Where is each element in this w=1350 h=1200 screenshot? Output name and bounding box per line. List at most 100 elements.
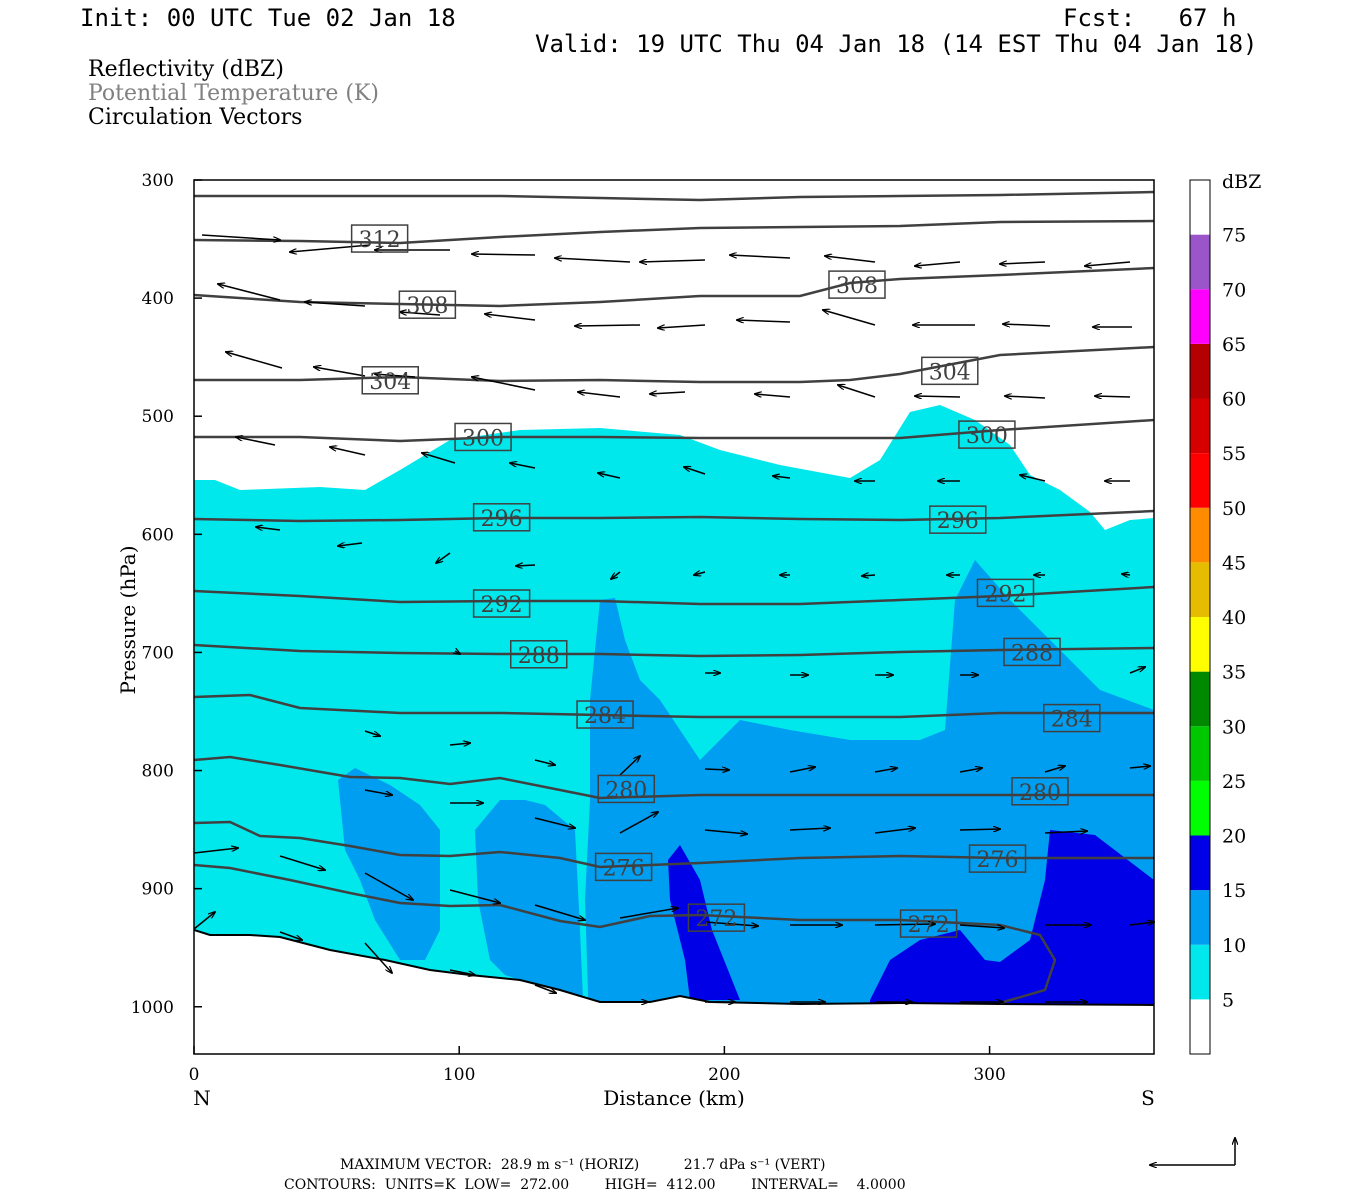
colorbar-swatch [1190,507,1210,563]
colorbar: 5 10 15 20 25 30 35 40 45 50 55 60 65 70 75 dBZ [1189,171,1261,1055]
svg-text:280: 280 [605,778,647,803]
circulation-vector [650,392,686,394]
circulation-vector [279,931,302,940]
circulation-vector [510,463,536,469]
circulation-vector [1020,475,1046,482]
colorbar-swatch [1190,999,1210,1054]
max-vector-text: MAXIMUM VECTOR: 28.9 m s⁻¹ (HORIZ) 21.7 … [340,1157,826,1173]
reflectivity-10-15-region [475,800,583,1000]
circulation-vector [555,258,631,263]
legend-potential-temperature: Potential Temperature (K) [88,81,379,106]
circulation-vector [279,855,325,870]
colorbar-swatch [1190,835,1210,891]
colorbar-swatch [1190,671,1210,727]
svg-text:276: 276 [603,856,645,881]
circulation-vector [684,467,706,475]
circulation-vector [704,829,747,834]
circulation-vector [534,984,556,993]
circulation-vector [959,924,1004,928]
circulation-vector [1095,396,1131,397]
theta-contour-label: 312 [350,224,409,253]
theta-contour-label: 284 [576,700,634,729]
svg-text:288: 288 [518,644,560,669]
colorbar-swatch [1190,289,1210,344]
colorbar-tick-label: 25 [1222,771,1246,793]
init-time: Init: 00 UTC Tue 02 Jan 18 [80,4,456,32]
circulation-vector [915,396,961,397]
colorbar-tick-label: 50 [1222,498,1246,520]
theta-contour-label: 280 [1011,777,1069,806]
circulation-vector [619,908,678,919]
svg-text:304: 304 [929,360,971,385]
circulation-vector [704,921,758,926]
circulation-vector [364,789,392,795]
theta-contour-label: 308 [828,270,886,299]
circulation-vector [364,942,392,973]
svg-text:312: 312 [359,228,401,253]
circulation-vector [915,261,961,266]
circulation-vector [1129,667,1145,674]
circulation-vector [789,828,830,830]
theta-contour-label: 276 [968,844,1027,873]
colorbar-tick-label: 20 [1222,826,1246,848]
theta-contour-label: 288 [510,640,568,669]
plot-frame [193,179,1155,1055]
circulation-vector [236,437,276,446]
theta-contour-label: 288 [1003,637,1061,666]
x-tick-label: 100 [443,1065,475,1085]
svg-text:292: 292 [481,593,523,618]
circulation-vector [658,324,706,328]
svg-text:308: 308 [406,294,448,319]
circulation-vector [534,904,585,920]
colorbar-swatch [1190,234,1210,290]
x-tick-label: 0 [189,1065,200,1085]
theta-contour-label: 276 [594,852,653,881]
circulation-vector [959,829,1000,830]
theta-contour-label: 292 [976,578,1035,607]
circulation-vector [1044,766,1065,773]
circulation-vector [364,730,380,736]
circulation-vector [338,543,363,546]
contour-info-text: CONTOURS: UNITS=K LOW= 272.00 HIGH= 412.… [284,1177,906,1193]
circulation-vector [959,768,982,773]
theta-contour-label: 272 [687,903,746,932]
theta-contour-label: 284 [1043,703,1101,733]
circulation-vector [789,767,815,773]
theta-contour-label: 308 [398,290,457,319]
circulation-vector [578,392,621,398]
y-axis-title: Pressure (hPa) [116,546,140,695]
circulation-vector [314,367,366,377]
valid-time: Valid: 19 UTC Thu 04 Jan 18 (14 EST Thu … [535,30,1258,58]
svg-text:292: 292 [984,582,1026,607]
colorbar-tick-label: 30 [1222,716,1246,738]
below-ground-mask [194,930,1154,1054]
colorbar-swatch [1190,343,1210,399]
colorbar-tick-label: 5 [1222,989,1234,1011]
colorbar-swatch [1190,617,1210,672]
x-axis: 0 100 200 300 [189,1046,1006,1085]
circulation-vector [874,828,915,834]
legend-circulation-vectors: Circulation Vectors [88,105,303,130]
circulation-vector [874,768,897,773]
circulation-vector [737,320,791,322]
circulation-vectors [193,234,1154,1002]
svg-text:280: 280 [1019,781,1061,806]
circulation-vector [598,473,621,479]
circulation-vector [1129,922,1154,925]
circulation-vector [575,325,641,326]
theta-contour-label: 304 [921,356,979,385]
theta-contour-label: 296 [929,505,987,534]
colorbar-swatch [1190,453,1210,508]
x-tick-label: 200 [708,1065,740,1085]
colorbar-swatch [1190,180,1210,235]
theta-contour-label: 300 [958,420,1016,449]
circulation-vector [330,447,366,456]
circulation-vector [619,812,658,834]
svg-text:276: 276 [977,848,1019,873]
svg-text:284: 284 [1051,708,1093,733]
circulation-vector [773,476,791,478]
theta-contour-label: 296 [472,503,531,532]
circulation-vector [1000,262,1046,264]
colorbar-swatch [1190,780,1210,836]
